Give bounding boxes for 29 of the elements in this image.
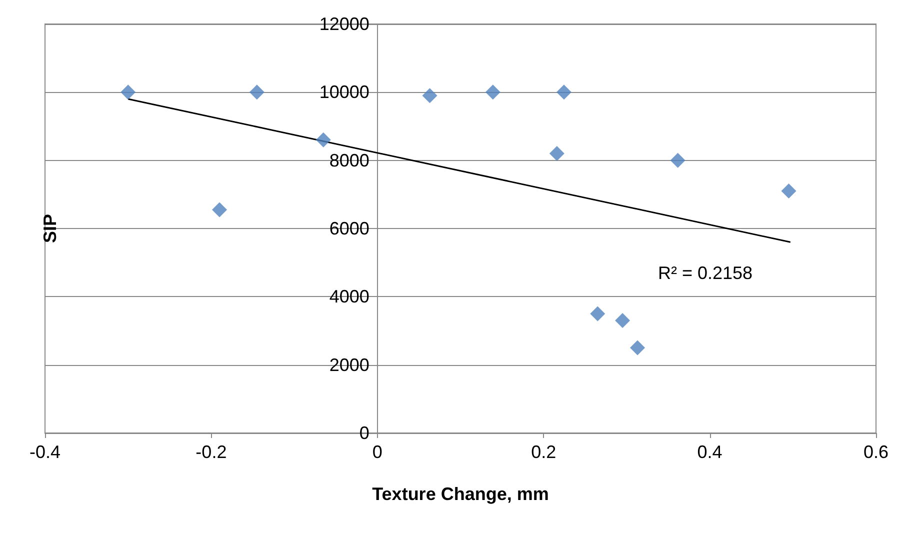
point: [249, 84, 264, 100]
point: [670, 152, 686, 168]
point: [781, 184, 796, 199]
point: [630, 340, 646, 356]
point: [422, 88, 438, 104]
y-tick-label: 6000: [329, 218, 370, 238]
y-tick-label: 8000: [329, 150, 370, 170]
y-tick-label: 4000: [329, 286, 370, 307]
point: [556, 84, 572, 100]
x-tick-label: 0.2: [531, 442, 556, 462]
point: [120, 84, 136, 100]
y-tick-label: 12000: [319, 14, 370, 34]
x-tick-label: 0: [372, 442, 382, 462]
point: [615, 313, 630, 328]
y-axis-title: SIP: [40, 214, 60, 244]
y-tick-label: 10000: [319, 82, 370, 102]
point: [212, 202, 228, 218]
point: [485, 84, 500, 100]
y-tick-label: 2000: [329, 354, 370, 375]
point: [590, 306, 606, 322]
annotation: R² = 0.2158: [658, 263, 753, 283]
point: [549, 146, 564, 162]
point: [316, 132, 331, 148]
x-tick-label: -0.2: [196, 442, 227, 462]
x-tick-label: 0.6: [863, 442, 889, 462]
x-tick-label: 0.4: [697, 442, 722, 462]
x-axis-title: Texture Change, mm: [372, 484, 549, 504]
x-tick-label: -0.4: [29, 442, 61, 462]
y-tick-label: 0: [359, 423, 370, 443]
